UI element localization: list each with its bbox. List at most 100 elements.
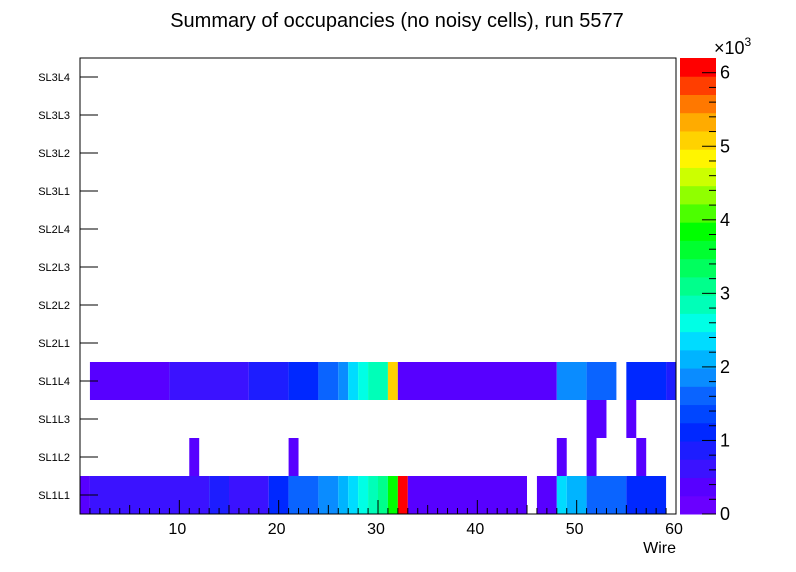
colorbar-segment — [680, 58, 716, 77]
colorbar-segment — [680, 130, 716, 150]
colorbar-segment — [680, 295, 716, 314]
colorbar-segment — [680, 240, 716, 260]
y-tick-label: SL1L4 — [38, 376, 70, 388]
colorbar-multiplier-exponent: 3 — [745, 35, 752, 49]
colorbar-segment — [680, 386, 716, 406]
y-tick-label: SL1L1 — [38, 490, 70, 502]
y-tick-label: SL2L3 — [38, 262, 70, 274]
heatmap-cell — [626, 400, 637, 438]
heatmap-cell — [556, 476, 567, 514]
colorbar-tick-label: 6 — [720, 63, 730, 83]
y-axis: SL1L1 SL1L2 SL1L3 SL1L4 SL2L1 SL2L2 SL2L3 SL2L4… — [38, 72, 98, 502]
colorbar-segment — [680, 459, 716, 479]
heatmap-cell — [626, 476, 667, 514]
heatmap-cell — [368, 476, 378, 514]
colorbar-segment — [680, 112, 716, 132]
colorbar-multiplier: ×103 — [714, 35, 752, 58]
heatmap-cell — [288, 362, 319, 400]
colorbar-segment — [680, 258, 716, 278]
colorbar-segment — [680, 76, 716, 95]
colorbar-tick-label: 5 — [720, 136, 730, 156]
y-tick-label: SL3L4 — [38, 72, 70, 84]
heatmap-cell — [358, 362, 369, 400]
x-axis: 10 20 30 40 50 60 — [89, 500, 683, 538]
colorbar-segment — [680, 368, 716, 387]
heatmap-cell — [378, 476, 388, 514]
heatmap-cell — [626, 362, 667, 400]
colorbar-segment — [680, 313, 716, 333]
y-tick-label: SL3L3 — [38, 110, 70, 122]
x-tick-label: 50 — [566, 521, 584, 538]
colorbar-segment — [680, 404, 716, 424]
colorbar-segment — [680, 477, 716, 497]
colorbar-segment — [680, 149, 716, 168]
heatmap-cell — [169, 362, 249, 400]
heatmap-cell — [566, 476, 587, 514]
y-tick-label: SL3L1 — [38, 186, 70, 198]
colorbar-tick-label: 0 — [720, 504, 730, 524]
heatmap-cell — [248, 362, 289, 400]
colorbar-tick-label: 3 — [720, 283, 730, 303]
heatmap-cell — [397, 476, 408, 514]
colorbar-tick-label: 4 — [720, 210, 730, 230]
y-tick-label: SL2L2 — [38, 300, 70, 312]
heatmap-cell — [89, 476, 210, 514]
colorbar-segment — [680, 203, 716, 223]
heatmap-cell — [536, 476, 557, 514]
heatmap-cell — [338, 362, 349, 400]
colorbar-segment — [680, 276, 716, 296]
heatmap-cell — [229, 476, 269, 514]
heatmap-cell — [636, 438, 647, 476]
heatmap-cell — [556, 362, 587, 400]
colorbar-segment — [680, 94, 716, 114]
colorbar-segment — [680, 331, 716, 351]
heatmap-cell — [387, 362, 398, 400]
x-tick-label: 40 — [466, 521, 484, 538]
y-tick-label: SL2L4 — [38, 224, 70, 236]
heatmap-cell — [358, 476, 369, 514]
x-tick-label: 20 — [268, 521, 286, 538]
colorbar-segment — [680, 495, 716, 515]
heatmap-cell — [209, 476, 229, 514]
heatmap-cell — [348, 362, 359, 400]
heatmap-cell — [586, 400, 607, 438]
heatmap-cell — [189, 438, 200, 476]
heatmap-cell — [318, 362, 339, 400]
heatmap-cell — [318, 476, 339, 514]
x-tick-label: 10 — [168, 521, 186, 538]
heatmap-cell — [586, 362, 617, 400]
y-tick-label: SL1L2 — [38, 452, 70, 464]
heatmap-cell — [338, 476, 349, 514]
color-bar: 0 1 2 3 4 5 6 — [680, 58, 730, 524]
colorbar-multiplier-base: ×10 — [714, 38, 745, 58]
x-tick-label: 60 — [665, 521, 683, 538]
x-axis-label: Wire — [643, 540, 676, 557]
colorbar-segment — [680, 167, 716, 187]
colorbar-segment — [680, 222, 716, 241]
heatmap-cell — [348, 476, 359, 514]
heatmap-cell — [368, 362, 388, 400]
colorbar-tick-label: 2 — [720, 357, 730, 377]
colorbar-segment — [680, 349, 716, 369]
colorbar-segment — [680, 185, 716, 205]
chart-title: Summary of occupancies (no noisy cells),… — [170, 10, 624, 32]
y-tick-label: SL2L1 — [38, 338, 70, 350]
heatmap-cell — [556, 438, 567, 476]
heatmap-cell — [666, 362, 676, 400]
heatmap-cell — [397, 362, 557, 400]
x-tick-label: 30 — [367, 521, 385, 538]
colorbar-tick-label: 1 — [720, 430, 730, 450]
heatmap-cell — [89, 362, 170, 400]
heatmap-cell — [586, 438, 597, 476]
heatmap-cell — [387, 476, 398, 514]
y-tick-label: SL3L2 — [38, 148, 70, 160]
y-tick-label: SL1L3 — [38, 414, 70, 426]
heatmap-cell — [268, 476, 289, 514]
colorbar-segment — [680, 422, 716, 442]
heatmap-cells — [80, 362, 676, 514]
heatmap-cell — [288, 476, 319, 514]
heatmap-cell — [288, 438, 299, 476]
colorbar-segment — [680, 441, 716, 460]
heatmap-cell — [586, 476, 627, 514]
